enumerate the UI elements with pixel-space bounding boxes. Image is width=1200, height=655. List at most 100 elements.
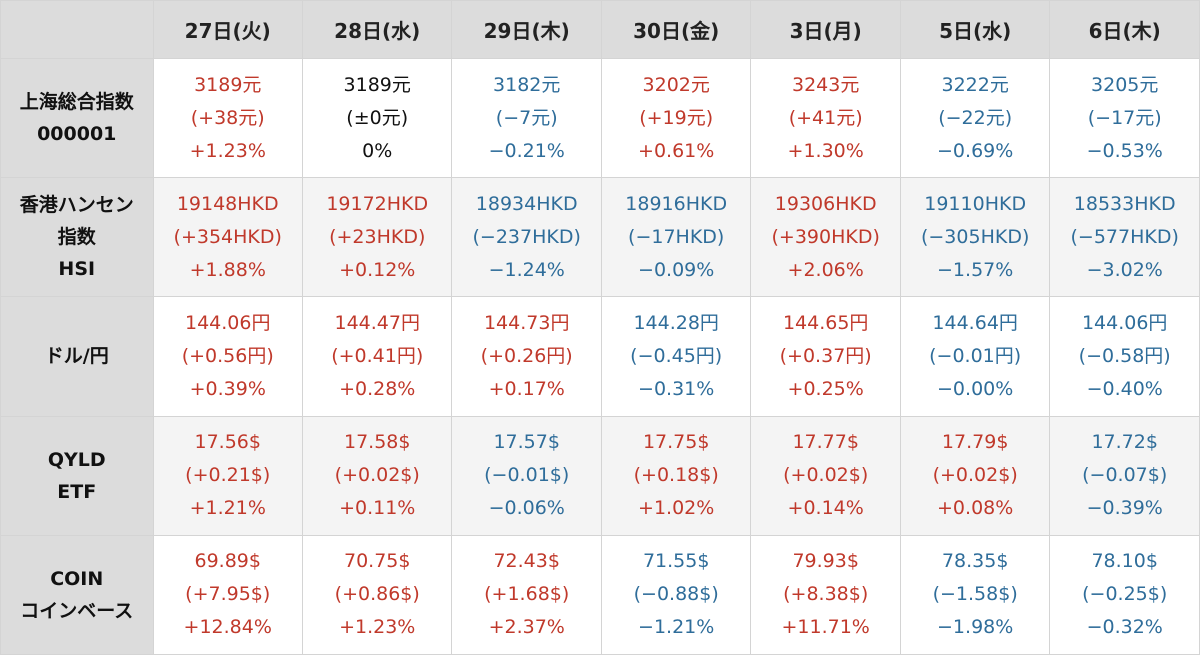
cell-value: 144.65円 [782, 311, 869, 334]
data-cell: 70.75$ (+0.86$) +1.23% [301, 534, 453, 655]
row-label: QYLD ETF [0, 415, 154, 536]
data-cell: 19172HKD (+23HKD) +0.12% [301, 177, 453, 298]
cell-percent: −0.53% [1086, 139, 1163, 162]
cell-change: (+19元) [639, 106, 714, 129]
cell-percent: 0% [362, 139, 393, 162]
row-label-line: 指数 [57, 226, 96, 249]
data-cell: 144.47円 (+0.41円) +0.28% [301, 296, 453, 417]
cell-change: (−0.58円) [1078, 344, 1171, 367]
data-cell: 71.55$ (−0.88$) −1.21% [600, 534, 752, 655]
cell-change: (+0.21$) [185, 464, 271, 487]
cell-change: (+23HKD) [329, 225, 426, 248]
data-cell: 3182元 (−7元) −0.21% [451, 57, 602, 179]
cell-percent: +0.12% [339, 258, 416, 281]
data-cell: 17.72$ (−0.07$) −0.39% [1049, 415, 1200, 536]
data-cell: 3205元 (−17元) −0.53% [1049, 57, 1200, 179]
cell-change: (−1.58$) [932, 583, 1018, 606]
cell-value: 19110HKD [924, 192, 1027, 215]
data-cell: 144.28円 (−0.45円) −0.31% [600, 296, 752, 417]
cell-percent: +12.84% [183, 616, 272, 639]
cell-percent: +2.06% [787, 258, 864, 281]
data-cell: 144.65円 (+0.37円) +0.25% [750, 296, 901, 417]
cell-value: 17.75$ [642, 431, 710, 454]
cell-change: (−237HKD) [472, 225, 581, 248]
cell-percent: +0.25% [787, 377, 864, 400]
cell-value: 79.93$ [792, 550, 859, 573]
cell-value: 18533HKD [1073, 192, 1176, 215]
cell-percent: +0.08% [937, 497, 1014, 520]
row-label-line: 000001 [37, 123, 117, 146]
cell-change: (+0.26円) [480, 344, 573, 367]
cell-change: (+390HKD) [771, 225, 880, 248]
data-cell: 69.89$ (+7.95$) +12.84% [152, 534, 303, 655]
cell-value: 17.58$ [343, 431, 411, 454]
row-label: 香港ハンセン 指数 HSI [0, 177, 154, 298]
cell-change: (+0.41円) [331, 344, 424, 367]
cell-value: 3205元 [1091, 73, 1159, 96]
cell-value: 3182元 [493, 73, 561, 96]
row-label-line: QYLD [47, 448, 106, 471]
cell-percent: +1.30% [787, 139, 864, 162]
data-cell: 18533HKD (−577HKD) −3.02% [1049, 177, 1200, 298]
cell-value: 3222元 [941, 73, 1009, 96]
cell-value: 144.06円 [185, 311, 271, 334]
cell-value: 72.43$ [493, 550, 560, 573]
cell-change: (+1.68$) [484, 583, 570, 606]
cell-change: (+0.02$) [783, 464, 869, 487]
cell-change: (−22元) [938, 106, 1013, 129]
table-row: COIN コインベース 69.89$ (+7.95$) +12.84% 70.75$ (+0… [0, 534, 1200, 655]
data-cell: 17.75$ (+0.18$) +1.02% [600, 415, 752, 536]
cell-change: (−0.01$) [484, 464, 570, 487]
cell-value: 144.47円 [334, 311, 420, 334]
cell-percent: +1.23% [189, 139, 266, 162]
cell-change: (+0.02$) [932, 464, 1018, 487]
cell-percent: −0.32% [1086, 616, 1163, 639]
data-cell: 79.93$ (+8.38$) +11.71% [750, 534, 901, 655]
row-label-line: 香港ハンセン [19, 194, 134, 217]
cell-value: 3189元 [343, 73, 411, 96]
cell-change: (±0元) [346, 106, 409, 129]
data-cell: 18916HKD (−17HKD) −0.09% [600, 177, 752, 298]
cell-value: 18916HKD [625, 192, 728, 215]
cell-percent: −0.09% [638, 258, 715, 281]
cell-change: (−305HKD) [920, 225, 1030, 248]
cell-percent: −1.24% [488, 258, 565, 281]
row-label-line: コインベース [20, 599, 134, 622]
cell-percent: +1.21% [189, 497, 266, 520]
cell-percent: +0.39% [189, 377, 266, 400]
data-cell: 17.58$ (+0.02$) +0.11% [301, 415, 453, 536]
cell-percent: −0.00% [937, 377, 1014, 400]
data-cell: 17.56$ (+0.21$) +1.21% [152, 415, 303, 536]
cell-percent: +1.88% [189, 258, 266, 281]
cell-percent: −1.21% [638, 616, 715, 639]
header-corner-cell [0, 0, 154, 59]
cell-value: 78.10$ [1091, 550, 1158, 573]
cell-value: 3243元 [792, 73, 860, 96]
data-cell: 72.43$ (+1.68$) +2.37% [451, 534, 602, 655]
row-label: 上海総合指数 000001 [0, 57, 154, 179]
data-cell: 144.06円 (−0.58円) −0.40% [1049, 296, 1200, 417]
cell-percent: −3.02% [1086, 258, 1163, 281]
cell-value: 17.56$ [194, 431, 261, 454]
data-cell: 18934HKD (−237HKD) −1.24% [451, 177, 602, 298]
data-cell: 17.57$ (−0.01$) −0.06% [451, 415, 602, 536]
cell-value: 71.55$ [642, 550, 710, 573]
table-row: 上海総合指数 000001 3189元 (+38元) +1.23% 3189元 (±0元) 0… [0, 57, 1200, 179]
cell-change: (+0.18$) [633, 464, 719, 487]
cell-value: 19148HKD [176, 192, 279, 215]
cell-percent: +2.37% [488, 616, 565, 639]
cell-change: (−17元) [1087, 106, 1162, 129]
cell-value: 19172HKD [326, 192, 429, 215]
data-cell: 19148HKD (+354HKD) +1.88% [152, 177, 303, 298]
cell-change: (−0.01円) [929, 344, 1022, 367]
data-cell: 144.06円 (+0.56円) +0.39% [152, 296, 303, 417]
cell-percent: +11.71% [781, 616, 870, 639]
cell-percent: −1.98% [937, 616, 1014, 639]
cell-change: (−0.07$) [1082, 464, 1168, 487]
data-cell: 3202元 (+19元) +0.61% [600, 57, 752, 179]
column-header: 5日(水) [899, 0, 1051, 59]
column-header: 29日(木) [451, 0, 602, 59]
table-row: 香港ハンセン 指数 HSI 19148HKD (+354HKD) +1.88% 19172H… [0, 177, 1200, 298]
